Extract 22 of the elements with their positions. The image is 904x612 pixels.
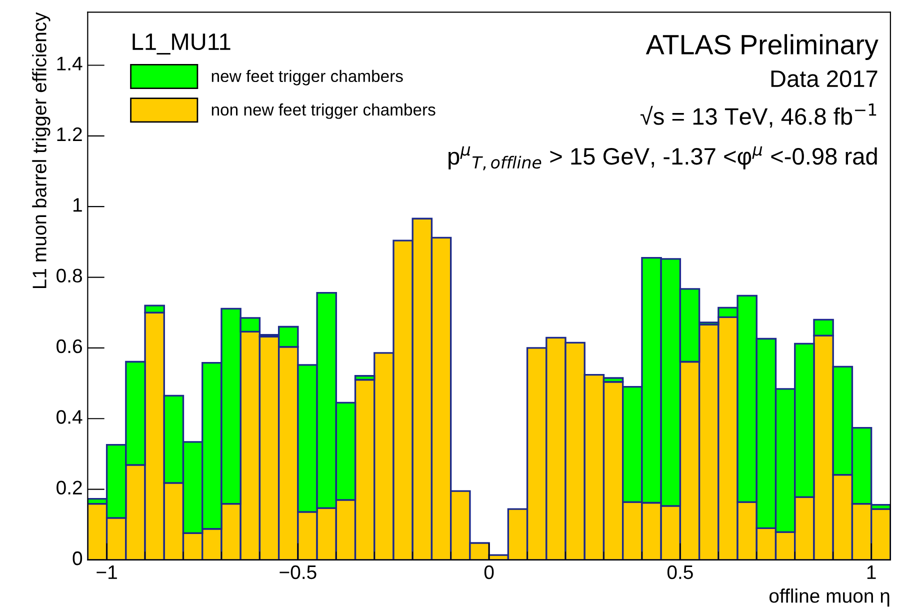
x-tick-label: 1	[867, 566, 876, 579]
x-tick-label: 0	[484, 565, 494, 580]
y-axis-title: L1 muon barrel trigger efficiency	[32, 12, 50, 288]
x-tick-label: 0.5	[667, 565, 693, 580]
x-tick-label: −0.5	[280, 565, 316, 580]
legend-label: new feet trigger chambers	[212, 70, 403, 86]
legend-title: L1_MU11	[132, 34, 230, 55]
annotation: p$^{μ}$$_{T,offline}$ > 15 GeV, -1.37 <φ$^{μ}$ <-0.98 rad	[448, 146, 877, 170]
annotation: ATLAS Preliminary	[646, 34, 878, 60]
x-axis-title: offline muon η	[769, 588, 890, 607]
annotation: √s = 13 TeV, 46.8 fb$^{−1}$	[640, 104, 876, 128]
y-tick-label: 0.8	[56, 268, 82, 282]
annotation: Data 2017	[771, 70, 878, 88]
y-tick-label: 0	[72, 551, 82, 566]
y-tick-label: 0.4	[56, 410, 82, 424]
legend-label: non new feet trigger chambers	[212, 103, 436, 119]
y-tick-label: 0.2	[56, 480, 82, 495]
y-tick-label: 0.6	[56, 339, 82, 354]
y-tick-label: 1.2	[57, 127, 82, 141]
y-tick-label: 1.4	[57, 56, 82, 70]
y-tick-label: 1	[73, 198, 82, 212]
x-tick-label: −1	[96, 566, 117, 579]
